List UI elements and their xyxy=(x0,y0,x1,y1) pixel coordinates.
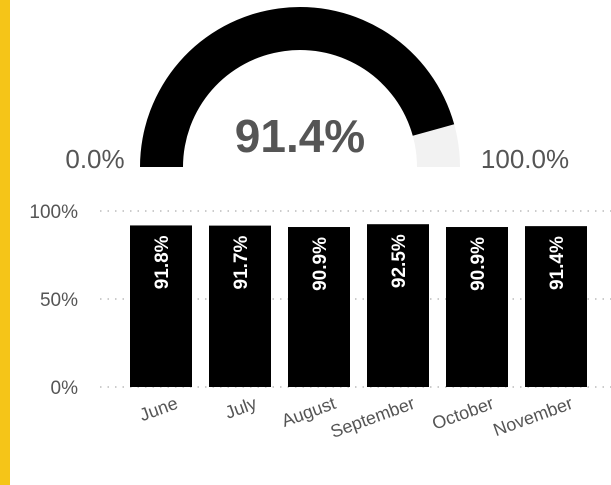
bar-data-label: 91.7% xyxy=(231,236,252,290)
y-tick-label: 100% xyxy=(29,202,78,223)
bar-data-label: 91.8% xyxy=(152,235,173,289)
x-tick-label: November xyxy=(491,393,576,440)
gauge-max-label: 100.0% xyxy=(481,144,569,174)
gauge-chart: 91.4% 0.0% 100.0% xyxy=(65,6,569,174)
bar-october xyxy=(446,227,508,387)
gauge-min-label: 0.0% xyxy=(65,144,124,174)
bar-chart: 0% 50% 100% 91.8% 91.7% 90.9% 92.5% 90.9% 91.4%… xyxy=(29,202,611,442)
bars: 91.8% 91.7% 90.9% 92.5% 90.9% 91.4% xyxy=(130,224,587,387)
gauge-fill xyxy=(140,6,455,167)
x-tick-label: June xyxy=(137,393,181,425)
bar-data-label: 90.9% xyxy=(468,237,489,291)
x-tick-label: October xyxy=(429,393,496,434)
gauge-value-label: 91.4% xyxy=(235,110,365,162)
bar-november xyxy=(525,226,587,387)
bar-data-label: 91.4% xyxy=(547,236,568,290)
bar-data-label: 92.5% xyxy=(389,234,410,288)
grid-lines xyxy=(100,210,611,388)
bar-july xyxy=(209,225,271,387)
accent-bar xyxy=(0,0,10,485)
y-tick-label: 0% xyxy=(51,378,79,399)
bar-september xyxy=(367,224,429,387)
y-axis-ticks: 0% 50% 100% xyxy=(29,202,78,399)
bar-august xyxy=(288,227,350,387)
x-tick-label: July xyxy=(222,393,259,423)
y-tick-label: 50% xyxy=(40,290,78,311)
bar-june xyxy=(130,225,192,387)
x-tick-label: September xyxy=(328,393,418,442)
bar-data-label: 90.9% xyxy=(310,237,331,291)
